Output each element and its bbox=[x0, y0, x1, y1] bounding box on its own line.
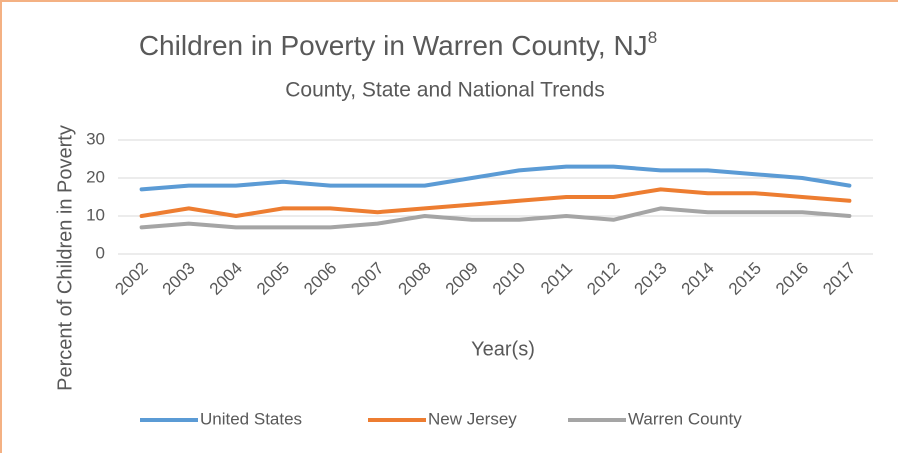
x-tick-label: 2015 bbox=[725, 259, 765, 299]
x-tick-label: 2004 bbox=[206, 259, 246, 299]
series-line bbox=[139, 164, 852, 192]
y-tick-label: 10 bbox=[86, 205, 105, 224]
y-tick-label: 30 bbox=[86, 129, 105, 148]
x-tick-label: 2011 bbox=[537, 259, 576, 298]
chart-title: Children in Poverty in Warren County, NJ… bbox=[139, 28, 657, 61]
y-tick-label: 0 bbox=[96, 243, 105, 262]
x-tick-label: 2003 bbox=[159, 259, 199, 299]
x-tick-label: 2007 bbox=[347, 259, 387, 299]
y-axis-label: Percent of Children in Poverty bbox=[54, 125, 76, 391]
y-tick-label: 20 bbox=[86, 167, 105, 186]
x-tick-label: 2006 bbox=[300, 259, 340, 299]
title-superscript: 8 bbox=[648, 28, 657, 47]
legend-label: United States bbox=[200, 409, 302, 428]
legend-label: Warren County bbox=[628, 409, 742, 428]
x-tick-label: 2008 bbox=[395, 259, 435, 299]
x-tick-label: 2014 bbox=[678, 259, 718, 299]
series-line bbox=[139, 206, 852, 230]
title-text: Children in Poverty in Warren County, NJ bbox=[139, 30, 648, 61]
x-tick-label: 2010 bbox=[489, 259, 529, 299]
x-tick-label: 2016 bbox=[772, 259, 812, 299]
x-tick-label: 2009 bbox=[442, 259, 482, 299]
chart-subtitle: County, State and National Trends bbox=[285, 79, 604, 102]
legend-label: New Jersey bbox=[428, 409, 517, 428]
x-tick-label: 2017 bbox=[819, 259, 859, 299]
series-line bbox=[139, 187, 852, 218]
x-tick-label: 2012 bbox=[583, 259, 623, 299]
x-axis-label: Year(s) bbox=[471, 338, 535, 360]
x-tick-label: 2013 bbox=[630, 259, 670, 299]
x-tick-label: 2005 bbox=[253, 259, 293, 299]
x-tick-label: 2002 bbox=[111, 259, 151, 299]
